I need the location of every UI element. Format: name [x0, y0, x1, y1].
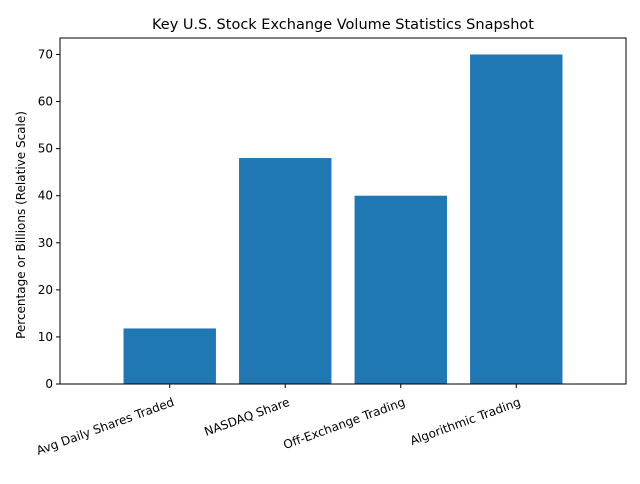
- bar-2: [239, 158, 332, 384]
- y-tick-label-50: 50: [38, 142, 53, 156]
- chart-title: Key U.S. Stock Exchange Volume Statistic…: [152, 17, 534, 33]
- bar-1: [123, 328, 216, 384]
- plot-frame: [59, 37, 627, 385]
- x-tick-label-2: NASDAQ Share: [202, 395, 291, 439]
- y-axis-label: Percentage or Billions (Relative Scale): [14, 111, 28, 339]
- x-axis: Avg Daily Shares Traded NASDAQ ShareOff-E…: [35, 384, 522, 458]
- y-tick-label-0: 0: [45, 377, 53, 391]
- y-tick-label-30: 30: [38, 236, 53, 250]
- y-tick-label-60: 60: [38, 95, 53, 109]
- bar-4: [470, 54, 563, 384]
- x-tick-label-4: Algorithmic Trading: [408, 395, 522, 448]
- bars-layer: [123, 54, 563, 384]
- y-axis: 0 10 20 30 40 50 60 70: [38, 47, 60, 391]
- y-tick-label-70: 70: [38, 47, 53, 61]
- y-tick-label-40: 40: [38, 189, 53, 203]
- y-tick-label-20: 20: [38, 283, 53, 297]
- bar-3: [354, 195, 447, 384]
- y-tick-label-10: 10: [38, 330, 53, 344]
- x-tick-label-3: Off-Exchange Trading: [281, 395, 407, 452]
- x-tick-label-1: Avg Daily Shares Traded: [35, 395, 176, 458]
